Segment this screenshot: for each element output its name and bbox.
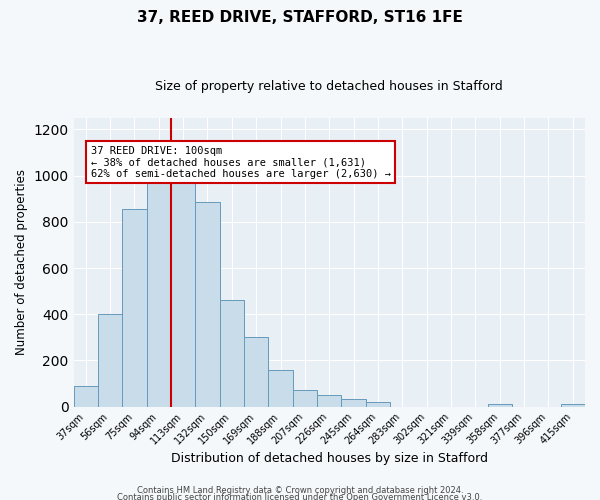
Bar bbox=[366, 402, 390, 406]
Bar bbox=[488, 404, 512, 406]
Bar bbox=[98, 314, 122, 406]
Y-axis label: Number of detached properties: Number of detached properties bbox=[15, 169, 28, 355]
Bar bbox=[268, 370, 293, 406]
Bar bbox=[74, 386, 98, 406]
Bar bbox=[317, 395, 341, 406]
Bar bbox=[244, 338, 268, 406]
Bar bbox=[196, 202, 220, 406]
Text: Contains public sector information licensed under the Open Government Licence v3: Contains public sector information licen… bbox=[118, 494, 482, 500]
Bar bbox=[146, 182, 171, 406]
Bar bbox=[220, 300, 244, 406]
X-axis label: Distribution of detached houses by size in Stafford: Distribution of detached houses by size … bbox=[171, 452, 488, 465]
Title: Size of property relative to detached houses in Stafford: Size of property relative to detached ho… bbox=[155, 80, 503, 93]
Bar bbox=[122, 209, 146, 406]
Text: 37, REED DRIVE, STAFFORD, ST16 1FE: 37, REED DRIVE, STAFFORD, ST16 1FE bbox=[137, 10, 463, 25]
Bar bbox=[341, 398, 366, 406]
Text: Contains HM Land Registry data © Crown copyright and database right 2024.: Contains HM Land Registry data © Crown c… bbox=[137, 486, 463, 495]
Bar bbox=[293, 390, 317, 406]
Text: 37 REED DRIVE: 100sqm
← 38% of detached houses are smaller (1,631)
62% of semi-d: 37 REED DRIVE: 100sqm ← 38% of detached … bbox=[91, 146, 391, 178]
Bar bbox=[560, 404, 585, 406]
Bar bbox=[171, 182, 196, 406]
